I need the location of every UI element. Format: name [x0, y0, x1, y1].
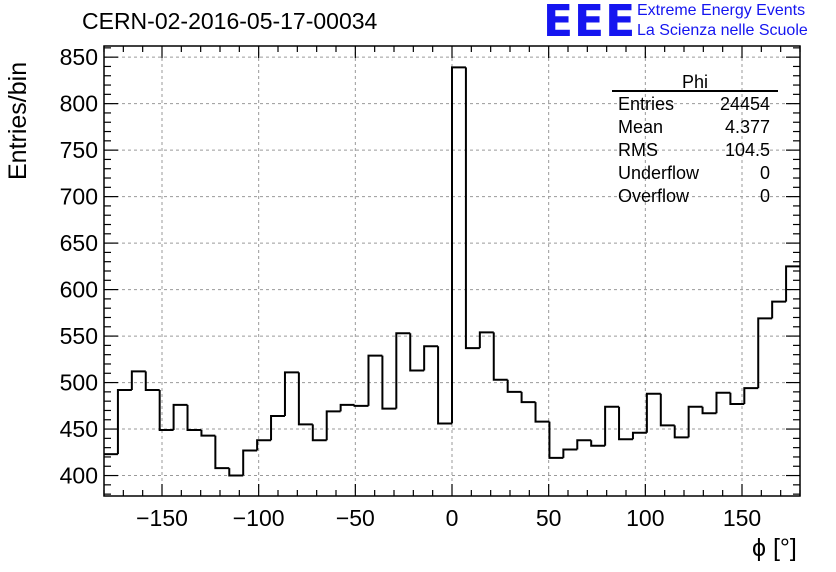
- histogram-bin: [130, 370, 146, 391]
- histogram-bin: [256, 439, 272, 451]
- histogram-bin: [729, 392, 745, 405]
- histogram-bin: [506, 379, 522, 393]
- stats-value: 0: [760, 163, 770, 183]
- histogram-bin: [659, 393, 675, 427]
- histogram-bin: [228, 468, 244, 477]
- eee-logo: EEE: [543, 0, 637, 47]
- stats-label: Entries: [618, 94, 674, 114]
- histogram-bin: [116, 389, 132, 455]
- y-tick-label: 500: [60, 370, 98, 396]
- histogram-bin: [520, 391, 536, 404]
- histogram-bin: [548, 421, 564, 459]
- stats-label: Overflow: [618, 186, 690, 206]
- histogram-bin: [325, 410, 341, 441]
- x-tick-label: 100: [626, 505, 664, 531]
- histogram-bin: [339, 403, 355, 412]
- histogram-bin: [785, 265, 800, 302]
- stats-value: 104.5: [725, 140, 770, 160]
- x-tick-label: −150: [136, 505, 188, 531]
- histogram-bin: [451, 66, 466, 424]
- histogram-bins: [104, 66, 800, 477]
- histogram-bin: [311, 424, 327, 442]
- stats-value: 24454: [720, 94, 770, 114]
- histogram-bin: [381, 355, 397, 410]
- y-tick-label: 450: [60, 416, 98, 442]
- histogram-bin: [562, 448, 578, 458]
- x-axis-label: ϕ [°]: [752, 534, 797, 562]
- stats-label: Underflow: [618, 163, 700, 183]
- y-tick-label: 550: [60, 323, 98, 349]
- histogram-bin: [409, 333, 425, 372]
- histogram-bin: [367, 354, 383, 406]
- x-tick-label: −100: [233, 505, 285, 531]
- stats-label: RMS: [618, 140, 658, 160]
- histogram-bin: [437, 346, 452, 425]
- x-tick-label: 50: [536, 505, 562, 531]
- histogram-bin: [270, 415, 285, 441]
- histogram-bin: [771, 300, 787, 319]
- histogram-bin: [534, 402, 550, 423]
- histogram-bin: [283, 371, 299, 417]
- x-tick-label: 150: [723, 505, 761, 531]
- histogram-bin: [478, 331, 494, 349]
- y-tick-label: 700: [60, 184, 98, 210]
- logo-line-1: Extreme Energy Events: [637, 2, 806, 19]
- logo-line-2: La Scienza nelle Scuole: [637, 22, 808, 39]
- y-tick-label: 600: [60, 277, 98, 303]
- y-tick-label: 400: [60, 463, 98, 489]
- histogram-bin: [618, 406, 633, 441]
- histogram-bin: [242, 449, 258, 476]
- histogram-bin: [353, 404, 369, 407]
- histogram-bin: [743, 387, 759, 404]
- histogram-bin: [604, 405, 620, 446]
- histogram-bin: [297, 372, 313, 426]
- histogram-bin: [200, 429, 216, 437]
- histogram-bin: [158, 390, 174, 431]
- histogram-bin: [144, 371, 160, 392]
- histogram-bin: [423, 345, 439, 371]
- y-tick-label: 650: [60, 230, 98, 256]
- y-tick-label: 750: [60, 137, 98, 163]
- histogram-bin: [645, 392, 661, 433]
- y-tick-label: 800: [60, 91, 98, 117]
- stats-label: Mean: [618, 117, 663, 137]
- histogram-bin: [631, 431, 647, 440]
- histogram-bin: [576, 439, 592, 450]
- histogram-bin: [715, 391, 731, 414]
- stats-value: 0: [760, 186, 770, 206]
- histogram-bin: [172, 403, 188, 430]
- stats-box: Phi Entries 24454 Mean 4.377 RMS 104.5 Underflo…: [612, 72, 778, 206]
- histogram-bin: [590, 440, 606, 447]
- y-tick-label: 850: [60, 44, 98, 70]
- tick-labels: −150 −100 −50 0 50 100 150 400 450 500 550 600 650 70…: [60, 44, 762, 531]
- histogram-bin: [673, 425, 689, 439]
- stats-value: 4.377: [725, 117, 770, 137]
- histogram-bin: [214, 435, 230, 470]
- x-tick-label: −50: [336, 505, 375, 531]
- histogram-bin: [492, 332, 508, 381]
- histogram-bin: [186, 404, 202, 431]
- histogram-bin: [701, 406, 717, 415]
- histogram-bin: [464, 67, 480, 350]
- chart-title: CERN-02-2016-05-17-00034: [82, 8, 378, 34]
- axes: [103, 45, 801, 497]
- x-tick-label: 0: [446, 505, 459, 531]
- stats-title: Phi: [682, 72, 708, 92]
- histogram-bin: [395, 332, 411, 409]
- histogram-bin: [687, 405, 703, 438]
- histogram-bin: [757, 317, 773, 389]
